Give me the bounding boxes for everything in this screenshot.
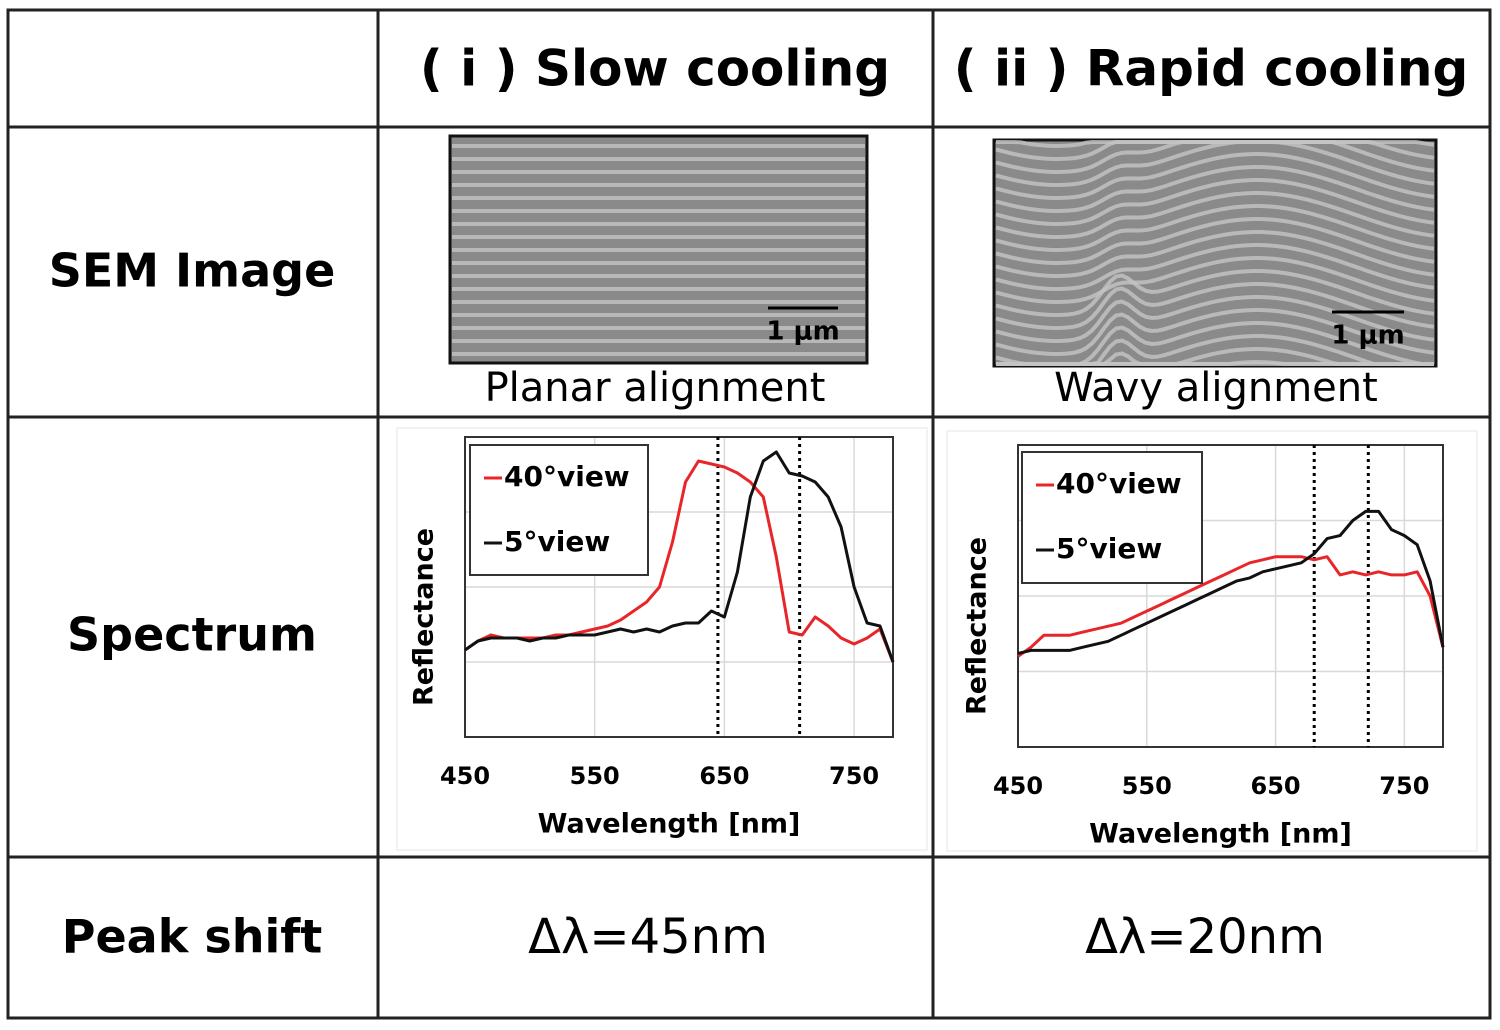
stripe xyxy=(995,269,1435,317)
x-tick-label: 450 xyxy=(440,762,490,790)
x-tick-label: 550 xyxy=(570,762,620,790)
stripe xyxy=(995,152,1435,200)
stripe xyxy=(995,256,1435,304)
series-line xyxy=(464,450,895,663)
column-header: ( i ) Slow cooling xyxy=(420,40,890,98)
legend-label: 40°view xyxy=(504,460,630,493)
plot-area xyxy=(464,436,894,738)
x-tick-label: 650 xyxy=(699,762,749,790)
stripe xyxy=(995,140,1435,174)
x-tick-label: 750 xyxy=(829,762,879,790)
column-header: ( ii ) Rapid cooling xyxy=(954,40,1469,98)
table-grid xyxy=(6,8,1492,1020)
x-axis-label: Wavelength [nm] xyxy=(1089,819,1352,850)
stripe xyxy=(995,217,1435,265)
stripe xyxy=(995,308,1435,356)
stripe xyxy=(995,230,1435,278)
y-axis-label: Reflectance xyxy=(962,537,993,715)
scale-label: 1 μm xyxy=(1331,321,1404,351)
legend-box xyxy=(469,444,649,576)
x-tick-label: 450 xyxy=(993,772,1043,800)
series-line xyxy=(1017,509,1445,655)
y-axis-label: Reflectance xyxy=(409,528,440,706)
scale-label: 1 μm xyxy=(766,317,839,347)
stripe xyxy=(995,282,1435,330)
sem-image xyxy=(448,134,869,365)
chart-frame xyxy=(396,427,928,851)
legend-label: 5°view xyxy=(504,525,610,558)
row-label: SEM Image xyxy=(49,244,336,298)
stripe xyxy=(995,243,1435,291)
row-label: Peak shift xyxy=(62,910,322,964)
stripe xyxy=(995,191,1435,239)
legend-label: 5°view xyxy=(1056,532,1162,565)
row-label: Spectrum xyxy=(67,608,317,662)
x-tick-label: 750 xyxy=(1379,772,1429,800)
stripe xyxy=(995,295,1435,343)
legend-label: 40°view xyxy=(1056,467,1182,500)
stripe xyxy=(995,178,1435,226)
chart-frame xyxy=(946,430,1478,852)
plot-area xyxy=(1017,444,1444,748)
stripe xyxy=(995,204,1435,252)
image-caption: Planar alignment xyxy=(485,365,826,411)
legend-box xyxy=(1021,451,1203,584)
x-tick-label: 550 xyxy=(1122,772,1172,800)
image-caption: Wavy alignment xyxy=(1054,365,1378,411)
stripe xyxy=(995,140,1435,187)
peak-shift: Δλ=20nm xyxy=(1085,909,1325,965)
peak-shift: Δλ=45nm xyxy=(528,909,768,965)
sem-image xyxy=(992,138,1438,368)
stripe xyxy=(995,165,1435,213)
series-line xyxy=(1017,555,1445,658)
x-tick-label: 650 xyxy=(1251,772,1301,800)
x-axis-label: Wavelength [nm] xyxy=(538,809,801,840)
